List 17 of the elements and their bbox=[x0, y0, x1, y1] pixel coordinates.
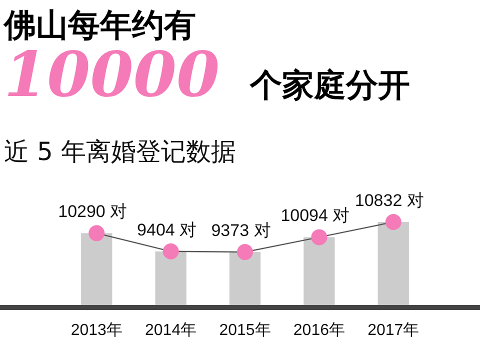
point bbox=[385, 214, 402, 230]
point bbox=[162, 243, 179, 260]
x-tick-label: 2017年 bbox=[368, 322, 420, 339]
text: 个家庭分开 bbox=[249, 66, 410, 104]
data-label: 10290 对 bbox=[58, 202, 128, 222]
x-tick-label: 2013年 bbox=[70, 322, 122, 339]
x-tick-label: 2015年 bbox=[219, 322, 271, 339]
data-label: 10094 对 bbox=[280, 206, 350, 226]
data-label: 9373 对 bbox=[211, 221, 271, 240]
chart-subtitle: 近 5 年离婚登记数据 bbox=[4, 137, 236, 166]
data-label: 9404 对 bbox=[137, 220, 197, 240]
data-label: 10832 对 bbox=[354, 191, 424, 210]
point bbox=[88, 225, 105, 242]
point bbox=[311, 229, 328, 246]
point bbox=[237, 244, 253, 260]
x-tick-label: 2014年 bbox=[145, 322, 197, 339]
x-tick-label: 2016年 bbox=[293, 322, 345, 339]
